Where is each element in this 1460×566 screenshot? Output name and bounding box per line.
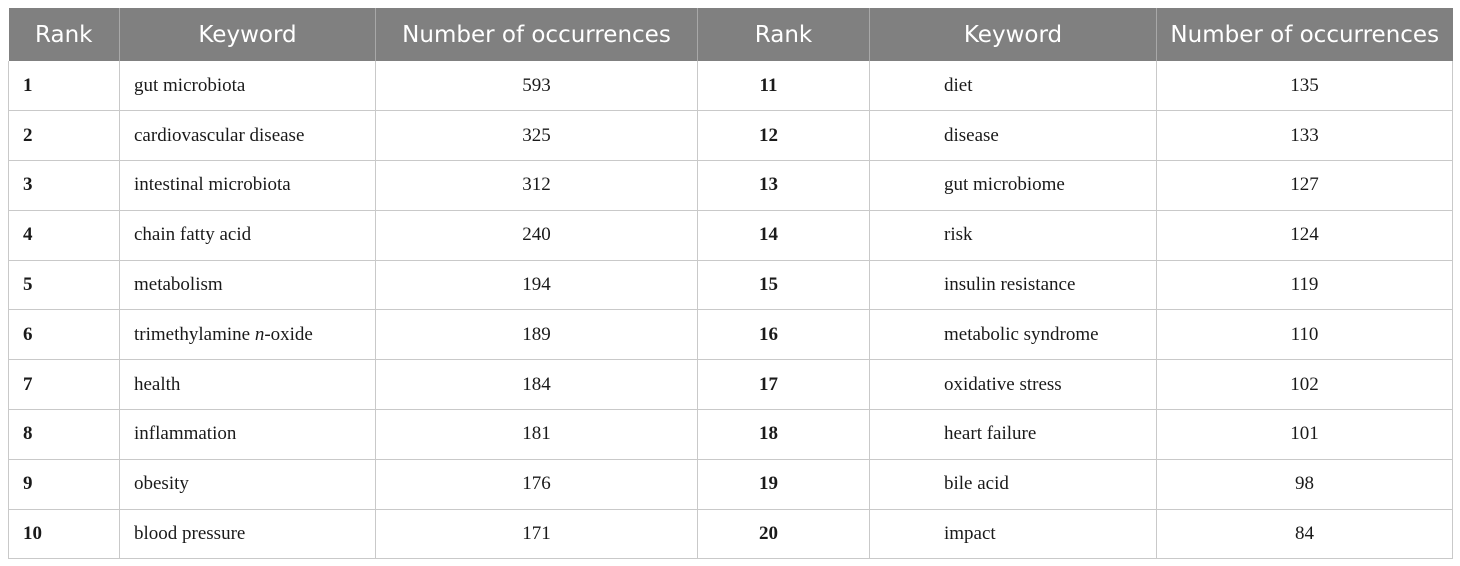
occurrences-cell: 189	[375, 309, 698, 361]
keyword-cell: risk	[869, 210, 1157, 261]
rank-cell: 14	[697, 210, 870, 261]
rank-cell: 19	[697, 459, 870, 510]
rank-cell: 5	[8, 260, 120, 311]
keyword-cell: heart failure	[869, 409, 1157, 460]
table-row: 5 metabolism 194 15 insulin resistance 1…	[8, 260, 1453, 311]
keyword-cell: intestinal microbiota	[119, 160, 376, 211]
rank-cell: 12	[697, 110, 870, 162]
occurrences-cell: 184	[375, 359, 698, 411]
keyword-cell: metabolism	[119, 260, 376, 311]
rank-cell: 18	[697, 409, 870, 460]
occurrences-cell: 194	[375, 260, 698, 311]
rank-cell: 10	[8, 509, 120, 560]
occurrences-cell: 133	[1156, 110, 1453, 162]
keyword-table: Rank Keyword Number of occurrences Rank …	[8, 8, 1453, 560]
occurrences-cell: 176	[375, 459, 698, 510]
keyword-cell: metabolic syndrome	[869, 309, 1157, 361]
keyword-cell: oxidative stress	[869, 359, 1157, 411]
occurrences-cell: 171	[375, 509, 698, 560]
rank-cell: 13	[697, 160, 870, 211]
header-occurrences: Number of occurrences	[1156, 8, 1453, 61]
table-row: 7 health 184 17 oxidative stress 102	[8, 359, 1453, 411]
occurrences-cell: 110	[1156, 309, 1453, 361]
occurrences-cell: 181	[375, 409, 698, 460]
keyword-cell: insulin resistance	[869, 260, 1157, 311]
occurrences-cell: 127	[1156, 160, 1453, 211]
rank-cell: 17	[697, 359, 870, 411]
header-keyword: Keyword	[119, 8, 376, 61]
table-row: 6 trimethylamine n-oxide 189 16 metaboli…	[8, 309, 1453, 361]
occurrences-cell: 98	[1156, 459, 1453, 510]
rank-cell: 9	[8, 459, 120, 510]
keyword-cell: obesity	[119, 459, 376, 510]
keyword-cell: chain fatty acid	[119, 210, 376, 261]
table-row: 8 inflammation 181 18 heart failure 101	[8, 409, 1453, 460]
occurrences-cell: 240	[375, 210, 698, 261]
keyword-cell: gut microbiome	[869, 160, 1157, 211]
occurrences-cell: 101	[1156, 409, 1453, 460]
keyword-text-post: -oxide	[264, 323, 313, 345]
table-row: 1 gut microbiota 593 11 diet 135	[8, 61, 1453, 112]
header-keyword: Keyword	[869, 8, 1157, 61]
occurrences-cell: 124	[1156, 210, 1453, 261]
header-rank: Rank	[35, 21, 93, 48]
keyword-cell: blood pressure	[119, 509, 376, 560]
rank-cell: 15	[697, 260, 870, 311]
keyword-cell: trimethylamine n-oxide	[119, 309, 376, 361]
occurrences-cell: 119	[1156, 260, 1453, 311]
keyword-cell: health	[119, 359, 376, 411]
table-row: 3 intestinal microbiota 312 13 gut micro…	[8, 160, 1453, 211]
rank-cell: 4	[8, 210, 120, 261]
keyword-cell: disease	[869, 110, 1157, 162]
rank-cell: 6	[8, 309, 120, 361]
header-occurrences: Number of occurrences	[375, 8, 698, 61]
rank-cell: 16	[697, 309, 870, 361]
occurrences-cell: 135	[1156, 61, 1453, 112]
table-row: 4 chain fatty acid 240 14 risk 124	[8, 210, 1453, 261]
keyword-cell: impact	[869, 509, 1157, 560]
keyword-cell: cardiovascular disease	[119, 110, 376, 162]
table-row: 2 cardiovascular disease 325 12 disease …	[8, 110, 1453, 162]
table-header: Rank Keyword Number of occurrences Rank …	[8, 8, 1453, 61]
occurrences-cell: 312	[375, 160, 698, 211]
header-row: Rank Keyword Number of occurrences Rank …	[8, 8, 1453, 61]
rank-cell: 3	[8, 160, 120, 211]
occurrences-cell: 102	[1156, 359, 1453, 411]
header-rank: Rank	[697, 8, 870, 61]
keyword-cell: bile acid	[869, 459, 1157, 510]
rank-cell: 1	[8, 61, 120, 112]
table-row: 10 blood pressure 171 20 impact 84	[8, 509, 1453, 560]
table-body: 1 gut microbiota 593 11 diet 135 2 cardi…	[8, 61, 1453, 560]
keyword-text-italic: n	[254, 323, 265, 345]
rank-cell: 8	[8, 409, 120, 460]
occurrences-cell: 325	[375, 110, 698, 162]
keyword-cell: gut microbiota	[119, 61, 376, 112]
table-row: 9 obesity 176 19 bile acid 98	[8, 459, 1453, 510]
occurrences-cell: 593	[375, 61, 698, 112]
rank-cell: 20	[697, 509, 870, 560]
keyword-text-pre: trimethylamine	[134, 323, 255, 345]
keyword-cell: diet	[869, 61, 1157, 112]
rank-cell: 11	[697, 61, 870, 112]
keyword-cell: inflammation	[119, 409, 376, 460]
rank-cell: 7	[8, 359, 120, 411]
rank-cell: 2	[8, 110, 120, 162]
occurrences-cell: 84	[1156, 509, 1453, 560]
